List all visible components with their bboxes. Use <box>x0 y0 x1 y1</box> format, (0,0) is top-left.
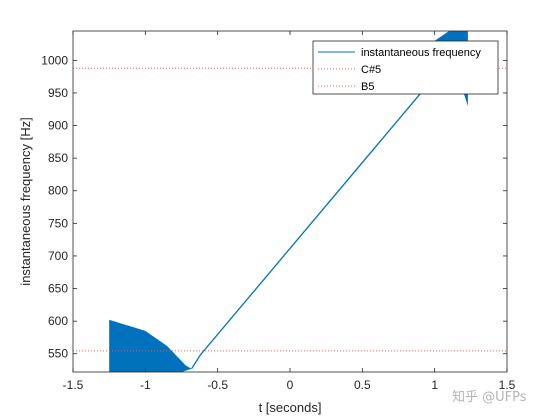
y-tick-label: 550 <box>48 347 68 361</box>
legend: instantaneous frequency C#5 B5 <box>312 40 499 95</box>
legend-box <box>312 40 499 95</box>
y-tick-label: 950 <box>48 86 68 100</box>
y-tick-label: 700 <box>48 249 68 263</box>
y-tick-label: 900 <box>48 119 68 133</box>
y-tick-label: 1000 <box>41 53 68 67</box>
x-tick-label: 1 <box>431 378 438 392</box>
x-axis-label: t [seconds] <box>259 400 322 415</box>
x-tick-label: -0.5 <box>207 378 228 392</box>
legend-label-b5: B5 <box>361 81 374 93</box>
watermark: 知乎 @UFPs <box>452 390 527 405</box>
y-axis-label: instantaneous frequency [Hz] <box>18 117 33 285</box>
y-tick-label: 650 <box>48 282 68 296</box>
x-tick-label: 1.5 <box>499 378 516 392</box>
legend-label-instantaneous-frequency: instantaneous frequency <box>361 47 481 59</box>
x-tick-label: -1 <box>140 378 151 392</box>
y-tick-label: 600 <box>48 314 68 328</box>
y-tick-label: 850 <box>48 151 68 165</box>
series-instantaneous-frequency-band-left <box>109 319 192 372</box>
x-tick-label: 0 <box>287 378 294 392</box>
legend-label-c-sharp-5: C#5 <box>361 64 381 76</box>
ticks-layer: -1.5 -1 -0.5 0 0.5 1 1.5 550 600 650 700 750 800 850 9… <box>41 31 516 392</box>
y-tick-label: 750 <box>48 216 68 230</box>
y-tick-label: 800 <box>48 184 68 198</box>
x-tick-label: 0.5 <box>354 378 371 392</box>
x-tick-label: -1.5 <box>63 378 84 392</box>
